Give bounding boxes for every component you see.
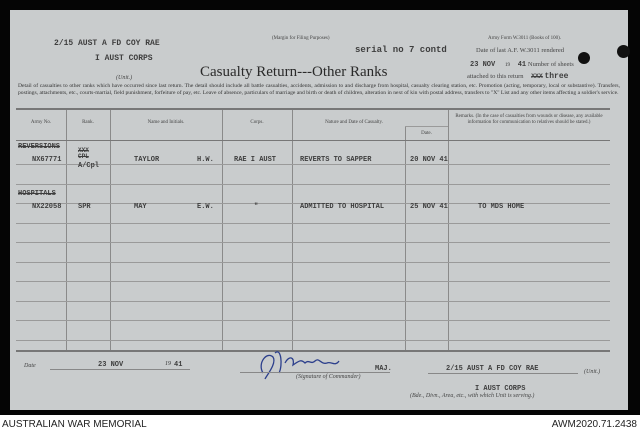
corps: RAE I AUST	[234, 156, 277, 164]
header-nature: Nature and Date of Casualty.	[325, 120, 383, 125]
corps-typed: I AUST CORPS	[95, 54, 153, 63]
page-title: Casualty Return---Other Ranks	[200, 64, 388, 80]
caption-accession-number: AWM2020.71.2438	[551, 419, 637, 430]
header-remarks: Remarks. (In the case of casualties from…	[455, 114, 603, 125]
nature: ADMITTED TO HOSPITAL	[300, 203, 385, 211]
header-date: Date.	[421, 131, 432, 136]
punch-hole	[578, 52, 590, 64]
date-subheader-rule	[405, 126, 448, 127]
footer-formation: I AUST CORPS	[475, 385, 526, 393]
row-rule	[16, 164, 610, 165]
signature-line	[240, 372, 390, 373]
date-label: Date	[24, 363, 36, 369]
punch-hole	[617, 45, 630, 58]
row-rule	[16, 281, 610, 282]
row-rule	[16, 203, 610, 204]
row-rule	[16, 340, 610, 341]
name: TAYLOR	[134, 156, 160, 164]
date-last-label: Date of last A.F. W.3011 rendered	[476, 47, 565, 54]
column-divider	[405, 126, 406, 350]
form-reference: Army Form W.3011 (Books of 100).	[488, 36, 562, 41]
column-divider	[110, 110, 111, 350]
instructions-text: Detail of casualties to other ranks whic…	[18, 83, 620, 96]
remarks: TO MDS HOME	[478, 203, 525, 211]
signature	[260, 351, 340, 380]
row-rule	[16, 223, 610, 224]
caption-bar: AUSTRALIAN WAR MEMORIAL AWM2020.71.2438	[0, 415, 640, 432]
margin-note: (Margin for Filing Purposes)	[272, 36, 330, 41]
signature-rank: MAJ.	[375, 365, 392, 373]
column-divider	[66, 110, 67, 350]
header-army-no: Army No.	[30, 120, 52, 125]
date: 25 NOV 41	[410, 203, 448, 211]
footer-unit: 2/15 AUST A FD COY RAE	[446, 365, 539, 373]
initials: H.W.	[197, 156, 214, 164]
casualty-return-form: 2/15 AUST A FD COY RAE I AUST CORPS (Uni…	[10, 10, 628, 410]
sheets-attached: attached to this return XXX three	[467, 72, 569, 81]
column-divider	[292, 110, 293, 350]
army-no: NX22058	[32, 203, 62, 211]
rank: SPR	[78, 203, 91, 211]
unit-line	[428, 373, 578, 374]
rank-struck: XXX CPL	[78, 147, 89, 160]
row-rule	[16, 301, 610, 302]
casualty-table: Army No. Rank. Name and Initials. Corps.…	[16, 108, 610, 352]
row-rule	[16, 262, 610, 263]
army-no: NX67771	[32, 156, 62, 164]
footer-unit-label: (Unit.)	[584, 369, 601, 375]
serial-typed: serial no 7 contd	[355, 45, 447, 55]
date: 20 NOV 41	[410, 156, 448, 164]
rank: A/Cpl	[78, 162, 100, 170]
signature-label: (Signature of Commander)	[296, 374, 361, 380]
date-last-rendered: 23 NOV 19 41 Number of sheets	[470, 61, 574, 69]
section-heading-hospitals: HOSPITALS	[18, 190, 56, 198]
column-divider	[448, 110, 449, 350]
scanned-document: 2/15 AUST A FD COY RAE I AUST CORPS (Uni…	[0, 0, 640, 415]
corps: "	[254, 203, 259, 211]
unit-label: (Unit.)	[116, 75, 133, 81]
header-rank: Rank.	[82, 120, 94, 125]
initials: E.W.	[197, 203, 214, 211]
row-rule	[16, 320, 610, 321]
header-corps: Corps.	[250, 120, 264, 125]
caption-institution: AUSTRALIAN WAR MEMORIAL	[2, 419, 147, 430]
footer-formation-label: (Bde., Divn., Area, etc., with which Uni…	[410, 393, 535, 399]
nature: REVERTS TO SAPPER	[300, 156, 372, 164]
header-rule	[16, 140, 610, 141]
unit-typed: 2/15 AUST A FD COY RAE	[54, 39, 160, 48]
header-name: Name and Initials.	[147, 120, 185, 125]
name: MAY	[134, 203, 147, 211]
date-field: 23 NOV 19 41	[50, 361, 190, 370]
row-rule	[16, 242, 610, 243]
column-divider	[222, 110, 223, 350]
section-heading-reversions: REVERSIONS	[18, 143, 61, 151]
row-rule	[16, 184, 610, 185]
